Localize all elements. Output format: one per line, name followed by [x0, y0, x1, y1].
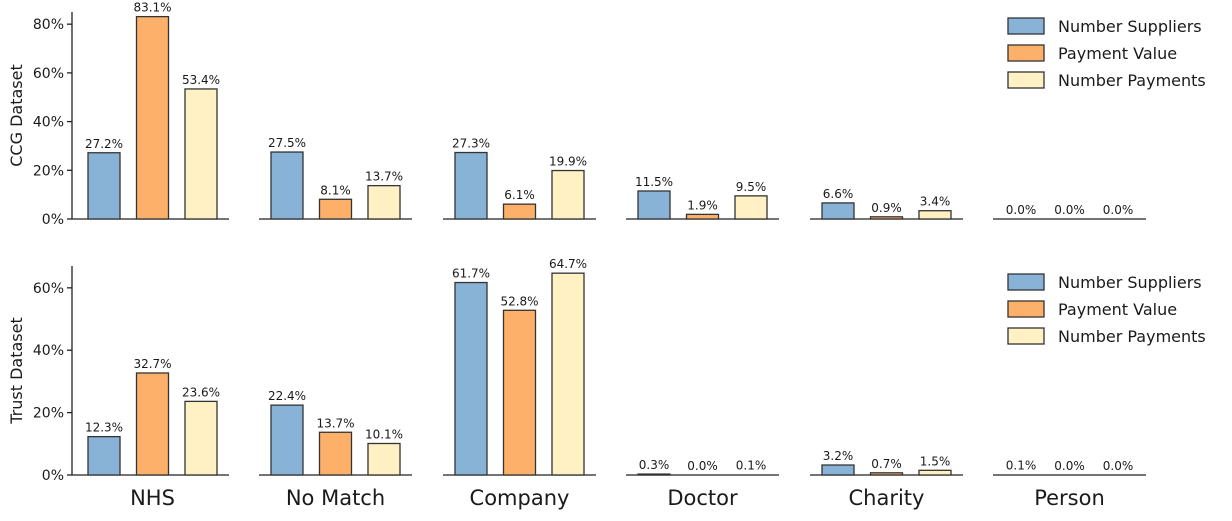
legend-entry: Number Payments	[1058, 71, 1206, 90]
legend-entry: Payment Value	[1058, 44, 1177, 63]
bar-value-label: 10.1%	[365, 427, 403, 441]
bar	[821, 202, 855, 220]
bar	[551, 272, 585, 476]
bar-value-label: 11.5%	[635, 175, 673, 189]
bar-value-label: 0.7%	[871, 457, 902, 471]
y-tick-label: 0%	[42, 468, 64, 484]
legend-entry: Number Suppliers	[1058, 17, 1202, 36]
bar-value-label: 27.2%	[85, 137, 123, 151]
bar-value-label: 13.7%	[365, 170, 403, 184]
y-tick-label: 80%	[33, 17, 64, 33]
bar	[367, 184, 401, 220]
bar-value-label: 0.0%	[1006, 203, 1037, 217]
y-tick-label: 20%	[33, 163, 64, 179]
bar	[502, 203, 537, 220]
bar-value-label: 0.1%	[736, 459, 767, 473]
bar-value-label: 0.0%	[1054, 459, 1085, 473]
bar	[135, 372, 170, 476]
category-label: Doctor	[667, 486, 738, 510]
legend-entry: Number Payments	[1058, 327, 1206, 346]
category-label: Company	[470, 486, 570, 510]
bar-value-label: 61.7%	[452, 267, 490, 281]
bar-value-label: 0.0%	[1103, 459, 1134, 473]
category-label: NHS	[130, 486, 175, 510]
bar-value-label: 0.3%	[639, 458, 670, 472]
bar	[869, 216, 904, 220]
bar	[270, 404, 304, 476]
bar-value-label: 0.0%	[1103, 203, 1134, 217]
bar	[367, 442, 401, 476]
legend-swatch	[1007, 300, 1045, 318]
legend-swatch	[1007, 71, 1045, 89]
bar-value-label: 0.9%	[871, 201, 902, 215]
bar	[551, 169, 585, 220]
bar-value-label: 22.4%	[268, 389, 306, 403]
y-tick-label: 60%	[33, 281, 64, 297]
legend-entry: Number Suppliers	[1058, 273, 1202, 292]
legend-swatch	[1007, 273, 1045, 291]
bar-value-label: 13.7%	[316, 416, 354, 430]
bar	[502, 309, 537, 476]
bar-value-label: 52.8%	[500, 294, 538, 308]
bar-value-label: 23.6%	[182, 385, 220, 399]
bar	[184, 88, 218, 220]
bar	[734, 195, 768, 220]
bar-value-label: 3.2%	[823, 449, 854, 463]
bar-value-label: 0.0%	[687, 459, 718, 473]
category-label: No Match	[286, 486, 385, 510]
legend-swatch	[1007, 44, 1045, 62]
bar	[637, 190, 671, 220]
bar	[135, 15, 170, 220]
bar	[184, 400, 218, 476]
bar	[637, 473, 671, 476]
bar-value-label: 83.1%	[133, 1, 171, 15]
bar-value-label: 12.3%	[85, 421, 123, 435]
bar-value-label: 64.7%	[549, 257, 587, 271]
y-axis-title: CCG Dataset	[7, 64, 26, 166]
bar	[87, 435, 121, 476]
bar-value-label: 6.6%	[823, 187, 854, 201]
bar	[318, 431, 353, 476]
bar	[270, 151, 304, 220]
bar	[918, 469, 952, 476]
bar-value-label: 0.0%	[1054, 203, 1085, 217]
bar-value-label: 0.1%	[1006, 459, 1037, 473]
bar	[318, 198, 353, 220]
legend-entry: Payment Value	[1058, 300, 1177, 319]
bar-value-label: 19.9%	[549, 155, 587, 169]
legend-swatch	[1007, 327, 1045, 345]
bar	[454, 281, 488, 476]
bar	[821, 464, 855, 476]
bar-value-label: 27.5%	[268, 136, 306, 150]
y-tick-label: 60%	[33, 66, 64, 82]
y-tick-label: 40%	[33, 115, 64, 131]
y-tick-label: 20%	[33, 406, 64, 422]
y-tick-label: 0%	[42, 212, 64, 228]
category-label: Person	[1034, 486, 1105, 510]
bar-value-label: 3.4%	[920, 195, 951, 209]
bar-value-label: 1.5%	[920, 454, 951, 468]
bar	[454, 151, 488, 220]
bar-value-label: 9.5%	[736, 180, 767, 194]
bar-value-label: 1.9%	[687, 198, 718, 212]
bar-value-label: 27.3%	[452, 137, 490, 151]
bar-value-label: 6.1%	[504, 188, 535, 202]
bar-value-label: 8.1%	[320, 183, 351, 197]
legend-swatch	[1007, 17, 1045, 35]
bar-value-label: 32.7%	[133, 357, 171, 371]
bar	[918, 210, 952, 220]
bar	[685, 213, 720, 220]
bar	[87, 152, 121, 220]
category-label: Charity	[849, 486, 925, 510]
bar	[869, 472, 904, 476]
y-axis-title: Trust Dataset	[7, 317, 26, 425]
bar-value-label: 53.4%	[182, 73, 220, 87]
y-tick-label: 40%	[33, 343, 64, 359]
